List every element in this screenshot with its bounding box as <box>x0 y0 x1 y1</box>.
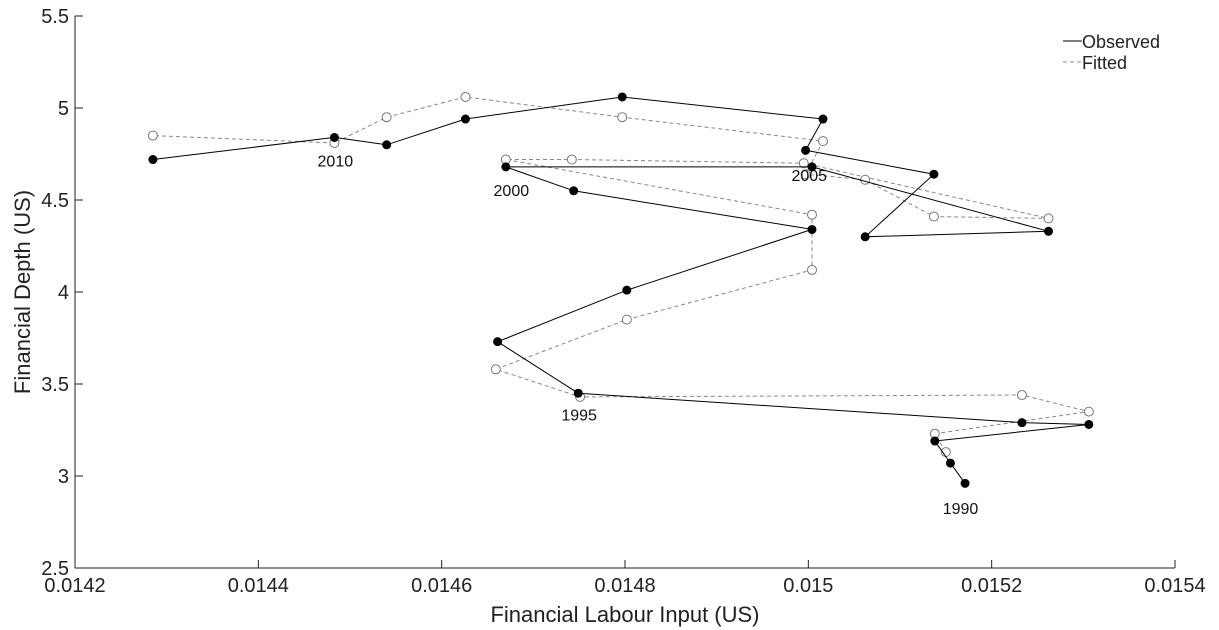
series-line-fitted <box>152 96 1089 453</box>
x-tick-label: 0.0152 <box>961 575 1022 597</box>
observed-point <box>622 285 632 295</box>
observed-point <box>945 458 955 468</box>
series-layer <box>147 91 1094 488</box>
series-line-observed <box>152 96 1089 484</box>
fitted-point <box>566 154 577 165</box>
observed-point <box>1084 419 1094 429</box>
observed-point <box>382 140 392 150</box>
observed-point <box>148 155 158 165</box>
observed-point <box>807 162 817 172</box>
observed-point <box>860 232 870 242</box>
observed-point <box>960 478 970 488</box>
fitted-point <box>1016 390 1027 401</box>
fitted-point <box>928 211 939 222</box>
observed-point <box>807 224 817 234</box>
x-tick-label: 0.0144 <box>228 575 289 597</box>
y-ticks: 2.5 3 3.5 4 4.5 5 5.5 <box>41 6 83 580</box>
observed-point <box>929 169 939 179</box>
observed-point <box>801 145 811 155</box>
x-tick-label: 0.015 <box>783 575 833 597</box>
fitted-point <box>621 314 632 325</box>
x-tick-label: 0.0142 <box>44 575 105 597</box>
y-axis-label: Financial Depth (US) <box>10 190 35 394</box>
fitted-point <box>800 169 811 180</box>
observed-point <box>569 186 579 196</box>
fitted-point <box>807 209 817 220</box>
fitted-point <box>147 130 158 141</box>
fitted-point <box>798 158 809 169</box>
legend: Observed Fitted <box>1063 32 1160 73</box>
observed-point <box>329 132 339 142</box>
x-tick-label: 0.0154 <box>1144 575 1205 597</box>
x-tick-label: 0.0146 <box>411 575 472 597</box>
y-tick-label: 4.5 <box>41 190 69 212</box>
observed-point <box>493 337 503 347</box>
fitted-point <box>381 112 392 123</box>
observed-point <box>1044 226 1053 236</box>
y-tick-label: 4 <box>58 282 69 304</box>
year-annotation: 2010 <box>318 153 354 170</box>
fitted-point <box>818 136 828 147</box>
observed-point <box>1017 418 1027 428</box>
fitted-point <box>617 112 628 123</box>
y-tick-label: 2.5 <box>41 558 69 580</box>
observed-point <box>461 114 470 124</box>
y-tick-label: 3 <box>58 466 69 488</box>
fitted-point <box>490 364 501 375</box>
fitted-point <box>460 91 471 102</box>
observed-point <box>930 436 940 446</box>
x-ticks: 0.0142 0.0144 0.0146 0.0148 0.015 0.0152 0.015… <box>44 560 1206 597</box>
series-observed <box>148 92 1094 488</box>
annotation-layer: 1990 1995 2000 2005 2010 <box>318 153 979 518</box>
year-annotation: 1995 <box>561 407 597 424</box>
observed-point <box>573 388 583 398</box>
year-annotation: 2005 <box>791 168 827 185</box>
legend-label-fitted: Fitted <box>1082 53 1127 73</box>
year-annotation: 2000 <box>494 183 530 200</box>
y-tick-label: 5.5 <box>41 6 69 28</box>
legend-label-observed: Observed <box>1082 32 1160 52</box>
fitted-point <box>860 174 871 185</box>
fitted-point <box>1083 406 1094 417</box>
series-fitted <box>147 91 1094 458</box>
observed-point <box>617 92 627 102</box>
year-annotation: 1990 <box>943 501 979 518</box>
y-tick-label: 3.5 <box>41 374 69 396</box>
fitted-point <box>807 264 817 275</box>
fitted-point <box>1043 213 1054 224</box>
observed-point <box>501 162 511 172</box>
observed-point <box>818 114 828 124</box>
x-tick-label: 0.0148 <box>594 575 655 597</box>
x-axis-label: Financial Labour Input (US) <box>490 602 759 627</box>
y-tick-label: 5 <box>58 98 69 120</box>
